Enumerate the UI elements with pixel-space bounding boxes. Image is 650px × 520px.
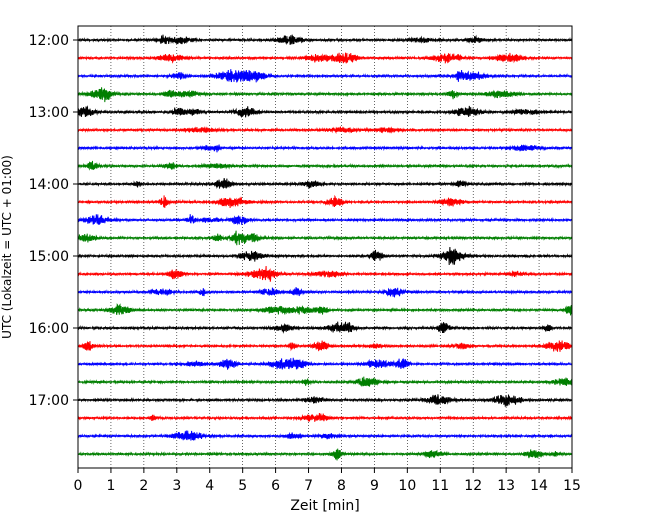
y-axis-label: UTC (Lokalzeit = UTC + 01:00) [0, 155, 14, 339]
trace-1545 [77, 303, 573, 316]
x-tick-label-1: 1 [106, 478, 115, 494]
trace-1245 [77, 87, 573, 103]
x-tick-label-15: 15 [563, 478, 581, 494]
trace-1530 [77, 287, 573, 298]
x-tick-label-4: 4 [205, 478, 214, 494]
trace-1500 [77, 246, 573, 266]
trace-1745 [77, 448, 573, 461]
trace-1615 [77, 340, 573, 352]
x-axis-label: Zeit [min] [290, 498, 359, 514]
trace-1330 [77, 144, 573, 153]
trace-1415 [77, 194, 573, 209]
x-tick-label-12: 12 [464, 478, 482, 494]
trace-1630 [77, 357, 573, 370]
x-tick-label-5: 5 [238, 478, 247, 494]
trace-1700 [77, 394, 573, 407]
trace-1730 [77, 430, 573, 442]
trace-1315 [77, 125, 573, 134]
trace-1430 [77, 214, 573, 226]
y-tick-label-1: 13:00 [29, 105, 69, 121]
x-axis-ticks: 0 1 2 3 4 5 6 7 8 9 10 11 12 13 14 15 [74, 468, 581, 494]
x-tick-label-8: 8 [337, 478, 346, 494]
y-tick-label-5: 17:00 [29, 393, 69, 409]
trace-1715 [77, 413, 573, 422]
x-tick-label-6: 6 [271, 478, 280, 494]
trace-1230 [77, 69, 573, 83]
x-tick-label-10: 10 [398, 478, 416, 494]
trace-1445 [77, 230, 573, 246]
x-tick-label-9: 9 [370, 478, 379, 494]
y-tick-label-2: 14:00 [29, 177, 69, 193]
x-tick-label-7: 7 [304, 478, 313, 494]
x-tick-label-2: 2 [139, 478, 148, 494]
plot-frame [77, 25, 573, 469]
traces [77, 34, 573, 461]
x-tick-label-0: 0 [74, 478, 83, 494]
y-tick-label-0: 12:00 [29, 33, 69, 49]
trace-1400 [77, 178, 573, 189]
trace-1300 [77, 105, 573, 119]
x-tick-label-3: 3 [172, 478, 181, 494]
trace-1200 [77, 34, 573, 46]
trace-1215 [77, 52, 573, 64]
x-tick-label-11: 11 [431, 478, 449, 494]
trace-1645 [77, 376, 573, 387]
x-tick-label-14: 14 [530, 478, 548, 494]
trace-1600 [77, 321, 573, 334]
x-tick-label-13: 13 [497, 478, 515, 494]
y-tick-label-4: 16:00 [29, 321, 69, 337]
trace-1515 [77, 265, 573, 282]
trace-1345 [77, 160, 573, 171]
y-axis-ticks: 12:00 13:00 14:00 15:00 16:00 17:00 [29, 33, 78, 409]
y-tick-label-3: 15:00 [29, 249, 69, 265]
